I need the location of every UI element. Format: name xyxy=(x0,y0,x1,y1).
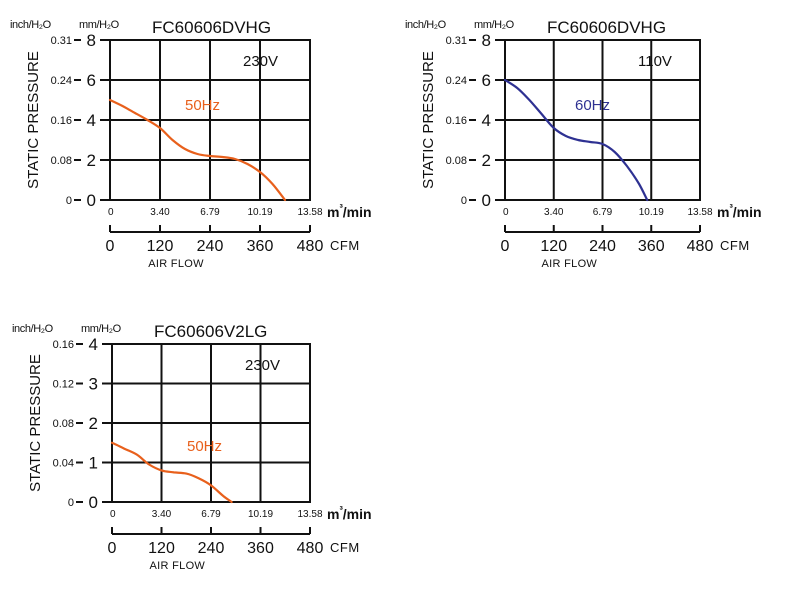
x-tick-label-m3: 10.19 xyxy=(247,207,272,218)
y-tick-label-mm: 0 xyxy=(87,191,96,210)
y-tick-label-mm: 6 xyxy=(482,71,491,90)
cfm-tick-label: 360 xyxy=(247,540,274,557)
y-tick-label-mm: 2 xyxy=(89,414,98,433)
x-tick-label-m3: 3.40 xyxy=(150,207,170,218)
cfm-tick-label: 120 xyxy=(148,540,175,557)
x-tick-label-m3: 13.58 xyxy=(297,207,322,218)
y-tick-label-inch: 0.12 xyxy=(53,379,74,391)
series-label-60hz: 60Hz xyxy=(575,97,610,114)
x-tick-label-m3: 6.79 xyxy=(201,509,221,520)
series-label-50hz: 50Hz xyxy=(185,97,220,114)
x-unit-cfm: CFM xyxy=(330,540,360,555)
y-tick-label-mm: 3 xyxy=(89,375,98,394)
y-tick-label-inch: 0.04 xyxy=(53,458,74,470)
x-tick-label-m3: 3.40 xyxy=(544,207,564,218)
x-axis-label: AIR FLOW xyxy=(542,258,598,270)
x-unit-m3: m³/min xyxy=(327,505,372,522)
y-tick-label-inch: 0.08 xyxy=(53,418,74,430)
cfm-tick-label: 240 xyxy=(198,540,225,557)
x-tick-label-m3: 10.19 xyxy=(639,207,664,218)
x-tick-label-m3: 0 xyxy=(110,509,116,520)
y-tick-label-inch: 0.16 xyxy=(51,115,72,127)
series-label-50hz: 50Hz xyxy=(187,438,222,455)
y-tick-label-inch: 0.08 xyxy=(51,155,72,167)
mm-h2o-unit: mm/H₂O xyxy=(79,19,120,31)
x-unit-cfm: CFM xyxy=(720,238,750,253)
y-tick-label-inch: 0.24 xyxy=(51,75,72,87)
x-axis-label: AIR FLOW xyxy=(148,258,204,270)
mm-h2o-unit: mm/H₂O xyxy=(474,19,515,31)
cfm-tick-label: 0 xyxy=(501,238,510,255)
y-tick-label-mm: 2 xyxy=(482,151,491,170)
x-tick-label-m3: 6.79 xyxy=(593,207,613,218)
y-tick-label-mm: 8 xyxy=(87,31,96,50)
inch-h2o-unit: inch/H₂O xyxy=(405,19,447,31)
y-tick-label-mm: 0 xyxy=(89,493,98,512)
cfm-tick-label: 0 xyxy=(106,238,115,255)
x-unit-m3: m³/min xyxy=(717,203,762,220)
y-tick-label-inch: 0.24 xyxy=(446,75,467,87)
chart-title: FC60606DVHG xyxy=(152,18,271,37)
x-unit-cfm: CFM xyxy=(330,238,360,253)
chart-panel-2: FC60606DVHG 110V inch/H₂O mm/H₂O STATIC PRES… xyxy=(405,18,762,270)
cfm-tick-label: 360 xyxy=(638,238,665,255)
pressure-curve-50hz xyxy=(108,98,287,202)
cfm-tick-label: 240 xyxy=(197,238,224,255)
x-tick-label-m3: 13.58 xyxy=(297,509,322,520)
inch-h2o-unit: inch/H₂O xyxy=(12,323,54,335)
y-tick-label-mm: 8 xyxy=(482,31,491,50)
y-tick-label-mm: 4 xyxy=(89,335,98,354)
y-tick-label-inch: 0.31 xyxy=(446,35,467,47)
y-axis-label: STATIC PRESSURE xyxy=(420,51,437,189)
chart-title: FC60606V2LG xyxy=(154,322,267,341)
x-tick-label-m3: 3.40 xyxy=(152,509,172,520)
y-tick-label-inch: 0 xyxy=(68,497,74,509)
y-axis-label: STATIC PRESSURE xyxy=(27,354,44,492)
x-tick-label-m3: 13.58 xyxy=(687,207,712,218)
y-tick-label-inch: 0.16 xyxy=(446,115,467,127)
y-tick-label-inch: 0 xyxy=(461,195,467,207)
pressure-curve-50hz xyxy=(110,441,233,504)
x-tick-label-m3: 0 xyxy=(503,207,509,218)
y-axis-label: STATIC PRESSURE xyxy=(25,51,42,189)
x-tick-label-m3: 6.79 xyxy=(200,207,220,218)
cfm-tick-label: 480 xyxy=(297,540,324,557)
cfm-tick-label: 480 xyxy=(687,238,714,255)
y-tick-label-mm: 4 xyxy=(87,111,96,130)
y-tick-label-mm: 2 xyxy=(87,151,96,170)
pressure-curve-60hz xyxy=(503,78,649,202)
y-tick-label-inch: 0.16 xyxy=(53,339,74,351)
voltage-label: 230V xyxy=(245,357,280,374)
y-tick-label-mm: 1 xyxy=(89,454,98,473)
x-tick-label-m3: 0 xyxy=(108,207,114,218)
cfm-tick-label: 480 xyxy=(297,238,324,255)
y-tick-label-inch: 0 xyxy=(66,195,72,207)
y-tick-label-mm: 0 xyxy=(482,191,491,210)
x-axis-label: AIR FLOW xyxy=(150,560,206,572)
y-tick-label-mm: 4 xyxy=(482,111,491,130)
cfm-tick-label: 0 xyxy=(108,540,117,557)
x-unit-m3: m³/min xyxy=(327,203,372,220)
x-tick-label-m3: 10.19 xyxy=(248,509,273,520)
mm-h2o-unit: mm/H₂O xyxy=(81,323,122,335)
y-tick-label-mm: 6 xyxy=(87,71,96,90)
y-tick-label-inch: 0.31 xyxy=(51,35,72,47)
cfm-tick-label: 120 xyxy=(147,238,174,255)
voltage-label: 110V xyxy=(638,53,672,70)
y-tick-label-inch: 0.08 xyxy=(446,155,467,167)
inch-h2o-unit: inch/H₂O xyxy=(10,19,52,31)
cfm-tick-label: 360 xyxy=(247,238,274,255)
cfm-tick-label: 240 xyxy=(589,238,616,255)
cfm-tick-label: 120 xyxy=(540,238,567,255)
chart-title: FC60606DVHG xyxy=(547,18,666,37)
chart-panel-3: FC60606V2LG 230V inch/H₂O mm/H₂O STATIC PRES… xyxy=(12,322,372,572)
